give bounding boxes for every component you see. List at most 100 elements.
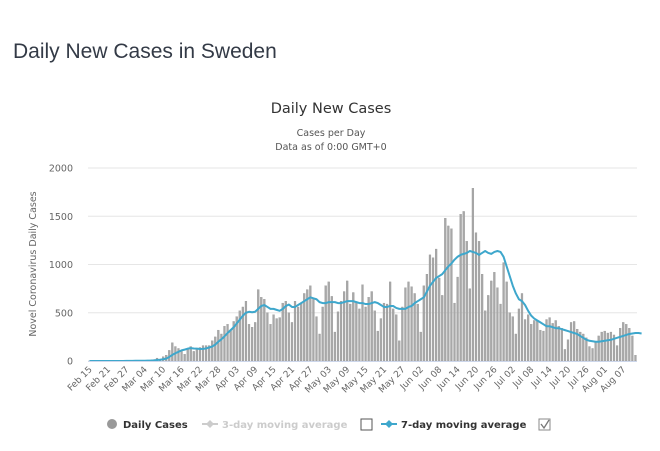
bar-daily-cases	[364, 306, 367, 362]
y-axis-label: Novel Coronavirus Daily Cases	[28, 191, 39, 336]
bar-daily-cases	[431, 257, 435, 362]
bar-daily-cases	[336, 311, 340, 362]
legend-item-3day-average[interactable]: 3-day moving average	[202, 420, 348, 431]
bar-daily-cases	[441, 295, 444, 362]
bar-daily-cases	[438, 277, 441, 362]
bar-daily-cases	[296, 306, 300, 362]
bar-daily-cases	[594, 342, 597, 362]
bar-daily-cases	[367, 297, 370, 362]
bar-daily-cases	[257, 289, 260, 362]
bar-daily-cases	[281, 302, 284, 362]
bar-daily-cases	[493, 272, 496, 362]
chart-subtitle-line-1: Cases per Day	[297, 128, 366, 139]
bar-daily-cases	[250, 327, 254, 362]
daily-cases-legend-marker-icon	[107, 419, 117, 429]
bar-daily-cases	[361, 284, 364, 362]
bar-daily-cases	[428, 254, 432, 362]
bar-daily-cases	[622, 322, 625, 362]
three-day-legend-marker-icon	[206, 420, 214, 428]
bar-daily-cases	[591, 348, 594, 362]
legend-item-daily-cases[interactable]: Daily Cases	[107, 419, 188, 431]
bar-daily-cases	[358, 308, 361, 362]
bar-daily-cases	[508, 312, 511, 362]
bar-daily-cases	[523, 319, 527, 362]
bar-daily-cases	[597, 335, 600, 362]
bar-daily-cases	[505, 281, 508, 362]
y-tick-label: 500	[55, 308, 73, 319]
bar-daily-cases	[247, 324, 251, 362]
bar-daily-cases	[293, 301, 297, 362]
legend-item-7day-average[interactable]: 7-day moving average	[381, 420, 527, 431]
bar-daily-cases	[477, 241, 481, 362]
7day-average-checkbox[interactable]	[538, 418, 551, 431]
bar-daily-cases	[554, 320, 557, 362]
bar-daily-cases	[272, 314, 275, 362]
bar-daily-cases	[324, 285, 327, 362]
bar-daily-cases	[410, 286, 413, 362]
bar-daily-cases	[502, 262, 505, 362]
checkmark-icon	[540, 419, 550, 430]
bar-daily-cases	[183, 354, 186, 362]
3day-average-checkbox[interactable]	[360, 418, 373, 431]
bar-daily-cases	[192, 351, 195, 362]
bar-daily-cases	[459, 214, 462, 362]
bar-daily-cases	[226, 324, 229, 362]
bar-daily-cases	[487, 295, 490, 362]
bar-daily-cases	[269, 324, 272, 362]
bar-daily-cases	[407, 281, 410, 362]
bar-daily-cases	[585, 337, 588, 362]
bar-daily-cases	[560, 328, 563, 362]
bar-daily-cases	[327, 281, 330, 362]
bar-daily-cases	[514, 333, 517, 362]
seven-day-legend-marker-icon	[385, 420, 393, 428]
bar-daily-cases	[533, 320, 536, 362]
legend-label-3day-average: 3-day moving average	[222, 420, 348, 431]
bar-daily-cases	[333, 331, 337, 362]
bar-daily-cases	[388, 281, 392, 362]
bar-daily-cases	[263, 299, 266, 362]
bar-daily-cases	[395, 314, 398, 362]
bar-daily-cases	[609, 331, 613, 362]
page-heading: Daily New Cases in Sweden	[13, 40, 277, 63]
y-tick-label: 1500	[49, 212, 73, 223]
bar-daily-cases	[315, 316, 318, 362]
bar-daily-cases	[557, 326, 560, 362]
bar-daily-cases	[450, 228, 453, 362]
bar-daily-cases	[631, 335, 634, 362]
bar-daily-cases	[490, 280, 493, 362]
bar-daily-cases	[346, 280, 349, 362]
bar-daily-cases	[318, 333, 321, 362]
bar-daily-cases	[266, 312, 269, 362]
bar-daily-cases	[481, 273, 484, 362]
chart-subtitle-line-2: Data as of 0:00 GMT+0	[275, 142, 386, 153]
bar-daily-cases	[355, 301, 358, 362]
bar-daily-cases	[456, 276, 459, 362]
bar-daily-cases	[569, 322, 573, 362]
line-seven-day-average	[89, 249, 642, 362]
bar-daily-cases	[385, 303, 389, 362]
bar-daily-cases	[419, 331, 422, 362]
bar-daily-cases	[496, 287, 499, 362]
bar-daily-cases	[471, 188, 475, 362]
bar-daily-cases	[180, 351, 183, 362]
bar-daily-cases	[312, 299, 315, 362]
bar-daily-cases	[379, 318, 383, 362]
bar-daily-cases	[425, 273, 429, 362]
bar-daily-cases	[171, 342, 174, 362]
bar-daily-cases	[275, 318, 278, 362]
bar-daily-cases	[382, 302, 386, 362]
bar-daily-cases	[511, 316, 514, 362]
bar-daily-cases	[404, 287, 407, 362]
bar-daily-cases	[615, 345, 619, 362]
bar-daily-cases	[349, 303, 352, 362]
bar-daily-cases	[321, 306, 324, 362]
bar-daily-cases	[223, 326, 226, 362]
bar-daily-cases	[600, 331, 603, 362]
bar-daily-cases	[330, 296, 333, 362]
bar-daily-cases	[229, 329, 232, 362]
bar-daily-cases	[536, 320, 539, 362]
bar-daily-cases	[339, 301, 343, 362]
bar-daily-cases	[542, 330, 545, 362]
